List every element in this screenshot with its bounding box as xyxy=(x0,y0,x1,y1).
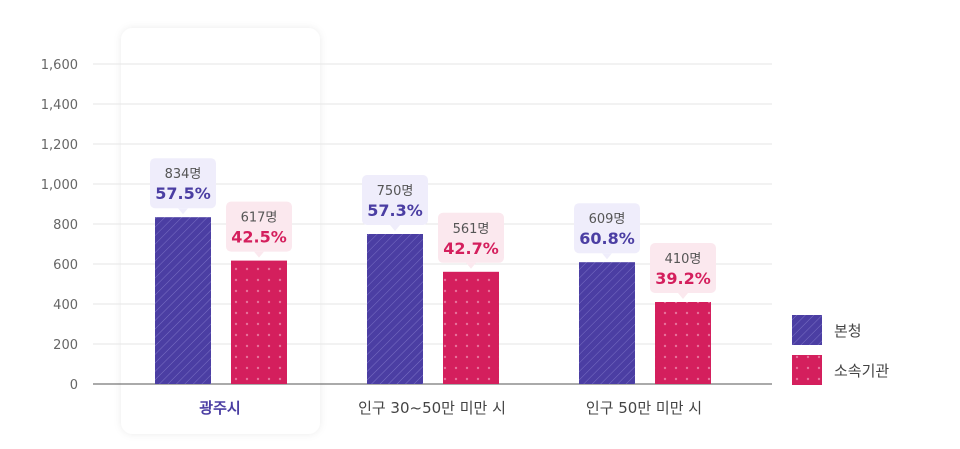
y-tick-label: 1,600 xyxy=(41,58,78,73)
data-label-count: 750명 xyxy=(377,184,414,199)
data-label-percent: 60.8% xyxy=(579,229,635,248)
legend-label: 본청 xyxy=(834,322,862,340)
data-label-box xyxy=(650,243,716,293)
data-label-percent: 39.2% xyxy=(655,269,711,288)
data-label-box xyxy=(150,158,216,209)
data-label-count: 617명 xyxy=(241,211,278,226)
bar-affiliated xyxy=(231,260,287,384)
y-tick-label: 600 xyxy=(53,258,78,273)
y-tick-label: 1,400 xyxy=(41,98,78,113)
data-label-pointer xyxy=(390,225,400,231)
data-label-box xyxy=(362,175,428,225)
legend-swatch xyxy=(792,315,822,345)
bar-main xyxy=(155,217,211,384)
data-label: 834명 57.5% xyxy=(150,158,216,215)
data-label: 609명 60.8% xyxy=(574,203,640,260)
data-label: 617명 42.5% xyxy=(226,201,292,258)
y-tick-label: 1,000 xyxy=(41,178,78,193)
data-label: 750명 57.3% xyxy=(362,175,428,231)
data-label-percent: 57.3% xyxy=(367,201,423,220)
data-label-pointer xyxy=(178,208,188,215)
data-label-box xyxy=(438,212,504,263)
bar-affiliated xyxy=(443,271,499,384)
data-label: 410명 39.2% xyxy=(650,243,716,299)
legend-swatch xyxy=(792,355,822,385)
legend-label: 소속기관 xyxy=(834,362,889,380)
bar-main xyxy=(367,234,423,384)
data-label-box xyxy=(226,201,292,252)
y-tick-label: 800 xyxy=(53,218,78,233)
y-tick-label: 400 xyxy=(53,298,78,313)
data-label-count: 834명 xyxy=(165,167,202,182)
data-label-count: 561명 xyxy=(453,222,490,237)
y-tick-label: 200 xyxy=(53,338,78,353)
bar-main xyxy=(579,262,635,384)
data-label-percent: 42.7% xyxy=(443,239,499,258)
data-label-pointer xyxy=(602,253,612,260)
data-label-count: 609명 xyxy=(589,212,626,227)
data-label-pointer xyxy=(678,293,688,299)
x-tick-label: 인구 50만 미만 시 xyxy=(586,399,702,417)
x-tick-label: 광주시 xyxy=(199,399,240,417)
data-label-pointer xyxy=(254,251,264,258)
data-label-pointer xyxy=(466,262,476,269)
y-tick-label: 1,200 xyxy=(41,138,78,153)
bar-affiliated xyxy=(655,302,711,384)
data-label: 561명 42.7% xyxy=(438,212,504,269)
data-label-box xyxy=(574,203,640,254)
x-tick-label: 인구 30~50만 미만 시 xyxy=(358,399,506,417)
y-tick-label: 0 xyxy=(70,378,78,393)
data-label-count: 410명 xyxy=(665,252,702,267)
data-label-percent: 57.5% xyxy=(155,184,211,203)
data-label-percent: 42.5% xyxy=(231,228,287,247)
